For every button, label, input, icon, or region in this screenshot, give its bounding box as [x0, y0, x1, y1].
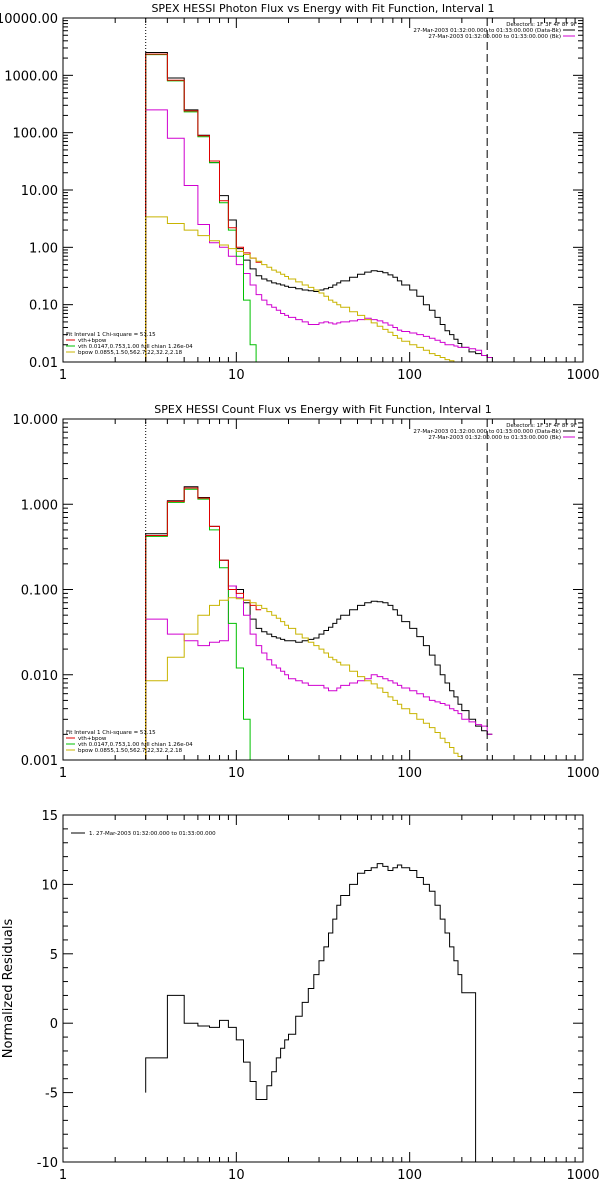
series-line-1: [145, 863, 493, 1162]
chart-3: 1 10 100 1000 -10 -5 0 5 10 15 Normalized Residual…: [1, 809, 600, 1183]
legend-entry: Detectors: 1F 3F 4F 8F 9F: [506, 22, 577, 28]
series-line-4: [145, 53, 262, 362]
chart-1: 1 10 100 1000 0.01 0.10 1.00 10.00 100.00 1000.00…: [0, 2, 600, 383]
y-tick-label: -5: [45, 1087, 58, 1102]
plot-frame: [62, 814, 584, 1163]
x-tick-label: 1000: [566, 368, 599, 383]
legend-entry: vth+bpow: [78, 338, 107, 344]
legend-entry: 27-Mar-2003 01:32:00.000 to 01:33:00.000…: [428, 34, 561, 40]
legend-entry: 27-Mar-2003 01:32:00.000 to 01:33:00.000…: [428, 435, 561, 441]
y-tick-label: 10000.00: [0, 12, 58, 27]
series-line-3: [145, 488, 251, 760]
x-tick-label: 100: [397, 368, 422, 383]
legend-entry: 27-Mar-2003 01:32:00.000 to 01:33:00.000…: [413, 429, 561, 435]
y-tick-label: 15: [41, 809, 58, 824]
y-tick-label: 1.00: [29, 241, 58, 256]
legend-entry: Fit Interval 1 Chi-square = 51.15: [66, 332, 156, 338]
legend-entry: vth 0.0147,0.753,1.00 full chian 1.26e-0…: [78, 344, 193, 350]
series-line-5: [145, 597, 470, 760]
legend-entry: vth+bpow: [78, 736, 107, 742]
x-tick-label: 100: [397, 766, 422, 781]
y-tick-label: 10.000: [13, 413, 59, 428]
y-tick-label: 10: [41, 878, 58, 893]
y-tick-label: 0.10: [29, 299, 58, 314]
series-line-2: [145, 109, 493, 362]
x-tick-label: 10: [228, 766, 245, 781]
series-line-3: [145, 54, 257, 362]
plot-frame: [62, 418, 584, 761]
x-tick-label: 100: [397, 1168, 422, 1183]
chart-title: SPEX HESSI Photon Flux vs Energy with Fi…: [151, 2, 494, 15]
x-tick-label: 1: [59, 1168, 67, 1183]
y-tick-label: 0.001: [21, 754, 58, 769]
x-tick-label: 1000: [566, 766, 599, 781]
legend-entry: Detectors: 1F 3F 4F 8F 9F: [506, 423, 577, 429]
x-tick-label: 1: [59, 368, 67, 383]
y-tick-label: 10.00: [21, 184, 58, 199]
legend-entry: vth 0.0147,0.753,1.00 full chian 1.26e-0…: [78, 742, 193, 748]
y-tick-label: 5: [50, 948, 58, 963]
y-tick-label: 1.000: [21, 498, 58, 513]
y-tick-label: -10: [37, 1156, 58, 1171]
y-tick-label: 1000.00: [4, 69, 58, 84]
x-tick-label: 10: [228, 1168, 245, 1183]
legend-entry: Fit Interval 1 Chi-square = 51.15: [66, 730, 156, 736]
y-tick-label: 0.01: [29, 356, 58, 371]
legend-entry: bpow 0.0855,1.50,562.7,22,32.2,2.18: [78, 350, 183, 356]
y-tick-label: 0.010: [21, 669, 58, 684]
x-tick-label: 1000: [566, 1168, 599, 1183]
y-tick-label: 100.00: [13, 127, 59, 142]
y-tick-label: 0.100: [21, 584, 58, 599]
legend-entry: 27-Mar-2003 01:32:00.000 to 01:33:00.000…: [413, 28, 561, 34]
plot-frame: [62, 17, 584, 363]
x-tick-label: 1: [59, 766, 67, 781]
legend-entry: bpow 0.0855,1.50,562.7,22,32.2,2.18: [78, 748, 183, 754]
legend-entry: 1. 27-Mar-2003 01:32:00.000 to 01:33:00.…: [89, 831, 216, 837]
chart-title: SPEX HESSI Count Flux vs Energy with Fit…: [154, 403, 491, 416]
series-line-5: [145, 216, 459, 362]
chart-2: 1 10 100 1000 0.001 0.010 0.100 1.000 10.000 SPEX…: [13, 403, 600, 781]
y-axis-label: Normalized Residuals: [1, 919, 16, 1059]
x-tick-label: 10: [228, 368, 245, 383]
series-line-1: [145, 486, 493, 760]
y-tick-label: 0: [50, 1017, 58, 1032]
